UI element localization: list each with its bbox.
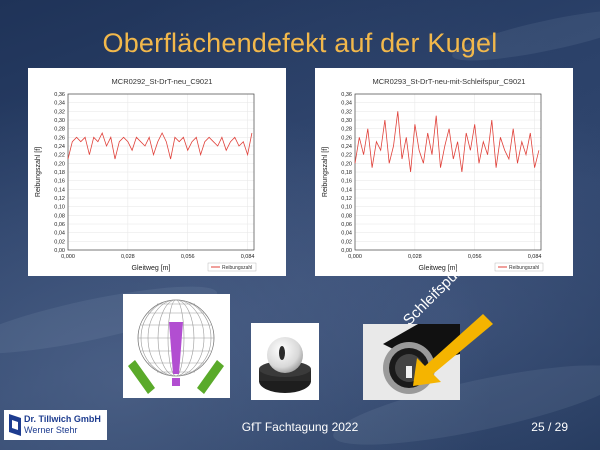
y-tick-label: 0,34 [54, 101, 65, 107]
legend-box [494, 262, 544, 272]
x-tick-label: 0,084 [528, 254, 542, 260]
y-tick-label: 0,04 [341, 231, 352, 237]
y-tick-label: 0,26 [341, 135, 352, 141]
x-tick-label: 0,000 [61, 254, 75, 260]
logo-person-name: Werner Stehr [24, 425, 78, 435]
footer-event: GfT Fachtagung 2022 [241, 420, 359, 434]
schleifspur-arrow [413, 314, 493, 386]
y-tick-label: 0,10 [54, 205, 65, 211]
globe-drawing [128, 299, 224, 394]
logo-company-name: Dr. Tillwich GmbH [24, 414, 101, 424]
y-tick-label: 0,02 [341, 239, 352, 245]
y-tick-label: 0,36 [54, 92, 65, 98]
x-tick-label: 0,028 [121, 254, 135, 260]
y-tick-label: 0,20 [341, 161, 352, 167]
plot-frame [67, 93, 255, 251]
y-tick-label: 0,06 [54, 222, 65, 228]
y-tick-label: 0,18 [341, 170, 352, 176]
y-tick-label: 0,30 [341, 118, 352, 124]
y-tick-label: 0,02 [54, 239, 65, 245]
y-tick-label: 0,14 [54, 187, 65, 193]
legend-label: Reibungszahl [222, 265, 252, 271]
y-tick-label: 0,22 [54, 153, 65, 159]
legend-box [207, 262, 257, 272]
y-tick-label: 0,16 [341, 179, 352, 185]
y-tick-label: 0,36 [341, 92, 352, 98]
y-axis-label: Reibungszahl [f] [35, 147, 42, 197]
chart-1-svg: MCR0292_St-DrT-neu_C9021 0,00 0,02 0,04 0,06… [35, 77, 257, 272]
y-tick-label: 0,08 [341, 213, 352, 219]
y-tick-label: 0,10 [341, 205, 352, 211]
globe-diagram [123, 294, 230, 398]
legend-label: Reibungszahl [509, 265, 539, 271]
x-axis-label: Gleitweg [m] [132, 265, 171, 272]
y-tick-label: 0,12 [341, 196, 352, 202]
friction-chart-2: MCR0293_St-DrT-neu-mit-Schleifspur_C9021… [315, 68, 573, 276]
series-line-reibungszahl [67, 131, 253, 160]
ball-image [259, 337, 311, 393]
y-tick-label: 0,00 [54, 248, 65, 254]
y-tick-label: 0,34 [341, 101, 352, 107]
y-tick-label: 0,32 [341, 109, 352, 115]
x-tick-label: 0,028 [408, 254, 422, 260]
y-tick-label: 0,30 [54, 118, 65, 124]
x-tick-label: 0,056 [468, 254, 482, 260]
x-tick-label: 0,000 [348, 254, 362, 260]
chart-2-svg: MCR0293_St-DrT-neu-mit-Schleifspur_C9021… [322, 77, 544, 272]
company-logo: Dr. Tillwich GmbH Werner Stehr [4, 410, 107, 440]
chart-title: MCR0292_St-DrT-neu_C9021 [112, 77, 213, 86]
y-tick-label: 0,06 [341, 222, 352, 228]
y-tick-label: 0,18 [54, 170, 65, 176]
y-tick-label: 0,28 [341, 127, 352, 133]
logo-icon [9, 414, 21, 436]
slide-title: Oberflächendefekt auf der Kugel [102, 28, 498, 58]
y-tick-label: 0,28 [54, 127, 65, 133]
series-line-reibungszahl [354, 111, 540, 173]
plot-frame [354, 93, 542, 251]
ball-photo [251, 323, 319, 400]
y-axis-label: Reibungszahl [f] [322, 147, 329, 197]
arrow-icon [413, 314, 493, 386]
y-tick-label: 0,24 [341, 144, 352, 150]
y-tick-label: 0,08 [54, 213, 65, 219]
chart-title: MCR0293_St-DrT-neu-mit-Schleifspur_C9021 [373, 77, 526, 86]
x-axis-label: Gleitweg [m] [419, 265, 458, 272]
y-tick-label: 0,22 [341, 153, 352, 159]
friction-chart-1: MCR0292_St-DrT-neu_C9021 0,00 0,02 0,04 0,06… [28, 68, 286, 276]
page-number: 25 / 29 [531, 420, 568, 434]
y-tick-label: 0,32 [54, 109, 65, 115]
y-tick-label: 0,24 [54, 144, 65, 150]
x-tick-label: 0,084 [241, 254, 255, 260]
y-tick-label: 0,12 [54, 196, 65, 202]
x-tick-label: 0,056 [181, 254, 195, 260]
y-tick-label: 0,26 [54, 135, 65, 141]
y-tick-label: 0,00 [341, 248, 352, 254]
y-tick-label: 0,04 [54, 231, 65, 237]
y-tick-label: 0,14 [341, 187, 352, 193]
y-tick-label: 0,20 [54, 161, 65, 167]
y-tick-label: 0,16 [54, 179, 65, 185]
